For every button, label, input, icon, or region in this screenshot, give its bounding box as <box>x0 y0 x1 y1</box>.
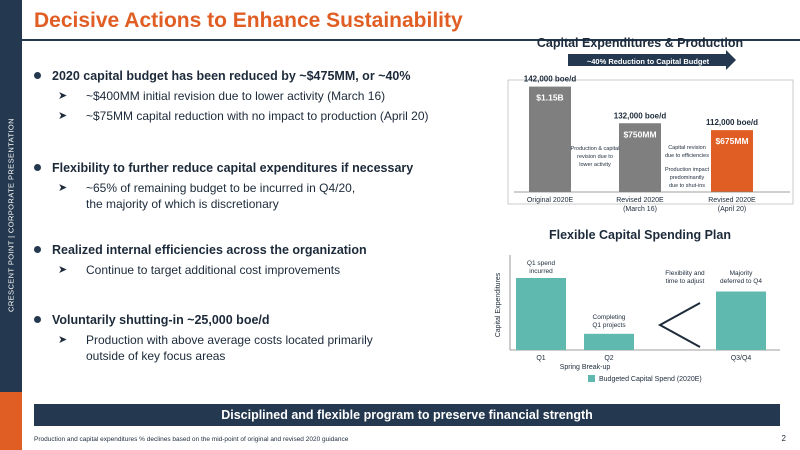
bullet-dot-icon <box>34 72 41 79</box>
title-divider <box>22 39 800 41</box>
arrow-bullet-icon: ➤ <box>58 264 68 276</box>
footnote: Production and capital expenditures % de… <box>34 436 349 443</box>
bullet-text: Realized internal efficiencies across th… <box>52 243 367 257</box>
bullet-text: 2020 capital budget has been reduced by … <box>52 69 411 83</box>
y-axis-label: Capital Expenditures <box>495 272 502 337</box>
capex-bar <box>619 123 661 192</box>
category-label: (March 16) <box>623 206 657 213</box>
chart1-frame <box>507 79 794 205</box>
bullet-text: Voluntarily shutting-in ~25,000 boe/d <box>52 313 270 327</box>
bullet-sub: ➤ Continue to target additional cost impr… <box>34 262 367 278</box>
bullet-main: Realized internal efficiencies across th… <box>34 242 367 258</box>
annotation-text: Flexibility and <box>665 270 705 277</box>
spend-bar <box>584 333 634 350</box>
side-accent <box>0 392 22 450</box>
annotation-text: due to shut-ins <box>669 183 705 189</box>
x-sublabel: Spring Break-up <box>560 364 611 371</box>
chevron-icon <box>657 302 701 348</box>
chart1-title: Capital Expenditures & Production <box>536 36 744 50</box>
x-tick-label: Q1 <box>536 355 545 362</box>
bullet-main: Voluntarily shutting-in ~25,000 boe/d <box>34 312 373 328</box>
spending-plan-chart: Capital Expenditures Q1 Q2 Q3/Q4 Spring Brea… <box>495 255 780 383</box>
bullet-sub-text: Continue to target additional cost impro… <box>86 263 341 277</box>
annotation-text: deferred to Q4 <box>720 278 762 285</box>
bullet-sub-text: ~$75MM capital reduction with no impact … <box>86 109 429 123</box>
annotation-text: predominantly <box>670 175 705 181</box>
bullet-sub: ➤ ~$400MM initial revision due to lower a… <box>34 88 429 104</box>
bullet-main: Flexibility to further reduce capital ex… <box>34 160 413 176</box>
production-label: 142,000 boe/d <box>524 75 577 84</box>
side-band <box>0 0 22 450</box>
bullet-sub-text: ~$400MM initial revision due to lower ac… <box>86 89 386 103</box>
bullet-text: Flexibility to further reduce capital ex… <box>52 161 414 175</box>
annotation-text: Production impact <box>665 167 709 173</box>
summary-banner: Disciplined and flexible program to pres… <box>34 404 780 426</box>
sidebar-label: CRESCENT POINT | CORPORATE PRESENTATION <box>6 118 16 312</box>
annotation-text: time to adjust <box>666 278 705 285</box>
annotation-text: due to efficiencies <box>665 153 709 159</box>
bullet-sub-text: Production with above average costs loca… <box>86 333 373 347</box>
annotation-text: Completing <box>593 314 626 321</box>
bullet-dot-icon <box>34 164 41 171</box>
capex-value-label: $750MM <box>623 129 656 139</box>
reduction-arrow-icon <box>568 50 736 70</box>
bullet-group: Realized internal efficiencies across th… <box>34 242 367 278</box>
annotation-text: Capital revision <box>668 145 706 151</box>
annotation-text: Production & capital <box>571 146 620 152</box>
x-tick-label: Q2 <box>604 355 613 362</box>
arrow-bullet-icon: ➤ <box>58 110 68 122</box>
bullet-sub-text: outside of key focus areas <box>86 349 226 363</box>
capex-production-chart: ~40% Reduction to Capital Budget $1.15B 14… <box>507 50 794 213</box>
bullet-sub: ➤ ~65% of remaining budget to be incurred… <box>34 180 413 212</box>
capex-value-label: $675MM <box>715 136 748 146</box>
spend-bar <box>516 278 566 350</box>
bullet-main: 2020 capital budget has been reduced by … <box>34 68 429 84</box>
chart2-title: Flexible Capital Spending Plan <box>549 228 731 242</box>
legend-swatch <box>588 375 595 382</box>
capex-bar <box>711 130 753 192</box>
x-tick-label: Q3/Q4 <box>731 355 752 362</box>
annotation-text: lower activity <box>579 162 611 168</box>
arrow-bullet-icon: ➤ <box>58 90 68 102</box>
category-label: (April 20) <box>718 206 746 213</box>
annotation-text: Q1 spend <box>527 260 556 267</box>
production-label: 132,000 boe/d <box>614 111 667 120</box>
annotation-text: Majority <box>730 270 754 277</box>
arrow-bullet-icon: ➤ <box>58 334 68 346</box>
bullet-sub-text: ~65% of remaining budget to be incurred … <box>86 181 356 195</box>
bullet-dot-icon <box>34 316 41 323</box>
production-label: 112,000 boe/d <box>706 118 758 127</box>
category-label: Revised 2020E <box>616 197 664 204</box>
reduction-arrow-label: ~40% Reduction to Capital Budget <box>587 57 710 66</box>
bullet-group: Flexibility to further reduce capital ex… <box>34 160 413 212</box>
spend-bar <box>716 291 766 350</box>
bullet-sub: ➤ Production with above average costs loc… <box>34 332 373 364</box>
page-title: Decisive Actions to Enhance Sustainabili… <box>34 9 463 32</box>
bullet-group: Voluntarily shutting-in ~25,000 boe/d ➤ P… <box>34 312 373 364</box>
capex-value-label: $1.15B <box>536 93 563 103</box>
bullet-group: 2020 capital budget has been reduced by … <box>34 68 429 124</box>
bullet-sub-text: the majority of which is discretionary <box>86 197 279 211</box>
annotation-text: incurred <box>529 268 553 275</box>
capex-bar <box>529 86 571 192</box>
bullet-dot-icon <box>34 246 41 253</box>
annotation-text: revision due to <box>577 154 613 160</box>
page-number: 2 <box>781 434 786 443</box>
category-label: Revised 2020E <box>708 197 756 204</box>
annotation-text: Q1 projects <box>592 322 626 329</box>
category-label: Original 2020E <box>527 197 574 204</box>
bullet-sub: ➤ ~$75MM capital reduction with no impact… <box>34 108 429 124</box>
legend-label: Budgeted Capital Spend (2020E) <box>599 376 702 383</box>
arrow-bullet-icon: ➤ <box>58 182 68 194</box>
